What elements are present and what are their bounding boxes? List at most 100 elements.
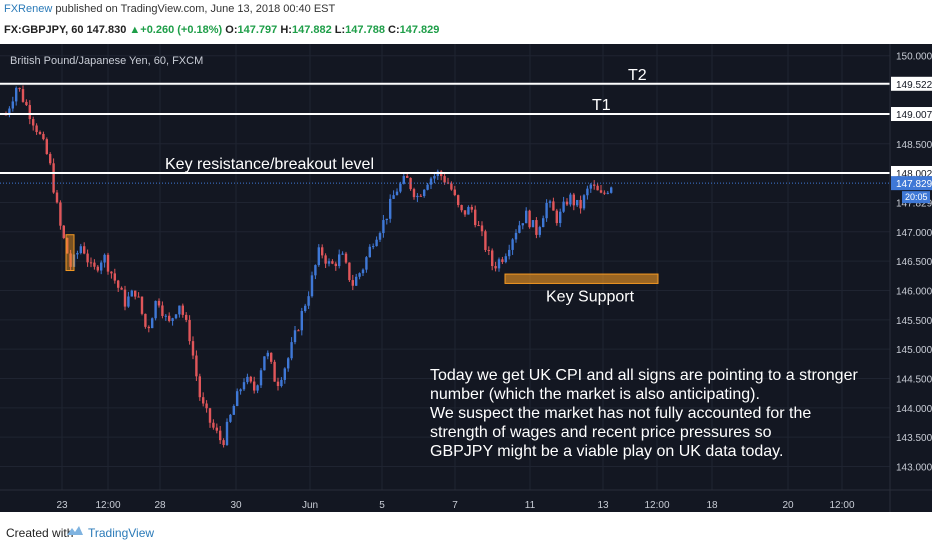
candle-body xyxy=(11,101,14,109)
candle-body xyxy=(497,259,501,269)
candle-body xyxy=(545,202,548,219)
candle-body xyxy=(100,262,103,271)
candle-body xyxy=(542,218,545,228)
candle-body xyxy=(569,194,572,205)
candle-body xyxy=(494,266,497,269)
note-line: We suspect the market has not fully acco… xyxy=(430,405,811,422)
candle-body xyxy=(406,175,409,178)
candle-body xyxy=(83,246,86,254)
level-price-tag xyxy=(891,107,932,122)
candle-body xyxy=(443,176,446,183)
candle-body xyxy=(249,376,252,382)
y-tick-label: 143.500 xyxy=(896,433,932,444)
candle-body xyxy=(474,209,477,226)
candle-body xyxy=(528,210,531,228)
candle-body xyxy=(8,108,11,115)
candle-body xyxy=(127,296,130,307)
x-tick-label: 13 xyxy=(597,500,609,511)
candle-body xyxy=(324,255,327,264)
candle-body xyxy=(467,206,470,215)
candle-body xyxy=(412,189,416,198)
candle-body xyxy=(338,254,341,267)
candle-body xyxy=(195,355,198,377)
current-price-label: 147.829 xyxy=(896,179,932,190)
created-with-label: Created with xyxy=(6,526,74,540)
chart-header: FXRenew published on TradingView.com, Ju… xyxy=(0,0,932,44)
candle-body xyxy=(89,262,93,264)
open-value: 147.797 xyxy=(237,24,278,36)
y-tick-label: 146.000 xyxy=(896,286,932,297)
candle-body xyxy=(521,223,524,226)
candle-body xyxy=(222,440,225,446)
candle-body xyxy=(32,119,35,126)
candle-body xyxy=(477,225,480,227)
price-chart[interactable]: T2 T1 Key resistance/breakout level Key Sup… xyxy=(0,44,932,512)
candle-body xyxy=(314,265,317,276)
x-tick-label: Jun xyxy=(302,500,318,511)
candle-body xyxy=(416,195,419,198)
x-tick-label: 7 xyxy=(452,500,458,511)
candle-body xyxy=(66,237,69,254)
candles xyxy=(4,85,613,448)
candle-body xyxy=(348,262,351,281)
y-tick-label: 143.000 xyxy=(896,463,932,474)
low-value: 147.788 xyxy=(345,24,385,36)
candle-body xyxy=(331,261,334,264)
candle-body xyxy=(426,184,429,190)
y-tick-label: 148.500 xyxy=(896,140,932,151)
y-tick-label: 147.829 xyxy=(896,198,932,209)
candle-body xyxy=(385,218,388,221)
candle-body xyxy=(463,210,467,215)
candle-body xyxy=(144,313,147,327)
candle-body xyxy=(372,246,375,248)
candle-body xyxy=(21,89,25,102)
level-price-label: 148.002 xyxy=(896,169,932,180)
candle-body xyxy=(117,280,120,288)
candle-body xyxy=(491,250,494,267)
level-price-label: 149.522 xyxy=(896,80,932,91)
y-tick-label: 146.500 xyxy=(896,257,932,268)
candle-body xyxy=(599,190,603,193)
candle-body xyxy=(450,183,453,190)
candle-body xyxy=(225,421,229,446)
candle-body xyxy=(38,131,42,134)
candle-body xyxy=(511,239,514,250)
candle-body xyxy=(266,352,269,357)
candle-body xyxy=(191,341,195,356)
candle-body xyxy=(18,87,21,90)
note-line: strength of wages and recent price press… xyxy=(430,424,772,441)
time-axis[interactable]: 23 12:00 28 30 Jun 5 7 11 13 12:00 18 20 12:00 xyxy=(56,500,855,511)
candle-body xyxy=(253,381,256,391)
candle-body xyxy=(409,177,412,190)
candle-body xyxy=(76,253,79,255)
candle-body xyxy=(283,368,286,380)
level-price-tag xyxy=(891,76,932,91)
note-line: number (which the market is also anticip… xyxy=(430,386,760,403)
key-support-label: Key Support xyxy=(546,288,635,305)
candle-body xyxy=(174,314,178,319)
candle-body xyxy=(429,178,433,185)
x-tick-label: 5 xyxy=(379,500,385,511)
candle-body xyxy=(287,358,290,369)
x-tick-label: 20 xyxy=(782,500,794,511)
candle-body xyxy=(552,201,555,211)
candle-body xyxy=(304,305,307,312)
candle-body xyxy=(130,290,133,297)
candle-body xyxy=(236,391,239,406)
overlays: T2 T1 Key resistance/breakout level Key Sup… xyxy=(0,67,890,305)
candle-body xyxy=(368,246,371,258)
candle-body xyxy=(596,185,599,191)
candle-body xyxy=(589,184,592,189)
candle-body xyxy=(181,305,184,315)
candle-body xyxy=(157,300,161,306)
candle-body xyxy=(307,296,310,306)
author-link[interactable]: FXRenew xyxy=(4,3,53,15)
tradingview-link[interactable]: TradingView xyxy=(88,526,155,540)
candle-body xyxy=(290,342,293,359)
high-label: H: xyxy=(280,24,292,36)
low-label: L: xyxy=(334,24,346,36)
x-tick-label: 28 xyxy=(154,500,166,511)
candle-body xyxy=(161,305,164,316)
price-axis[interactable]: 150.000149.522149.007148.500148.002147.8… xyxy=(891,52,932,474)
candle-body xyxy=(423,189,426,197)
